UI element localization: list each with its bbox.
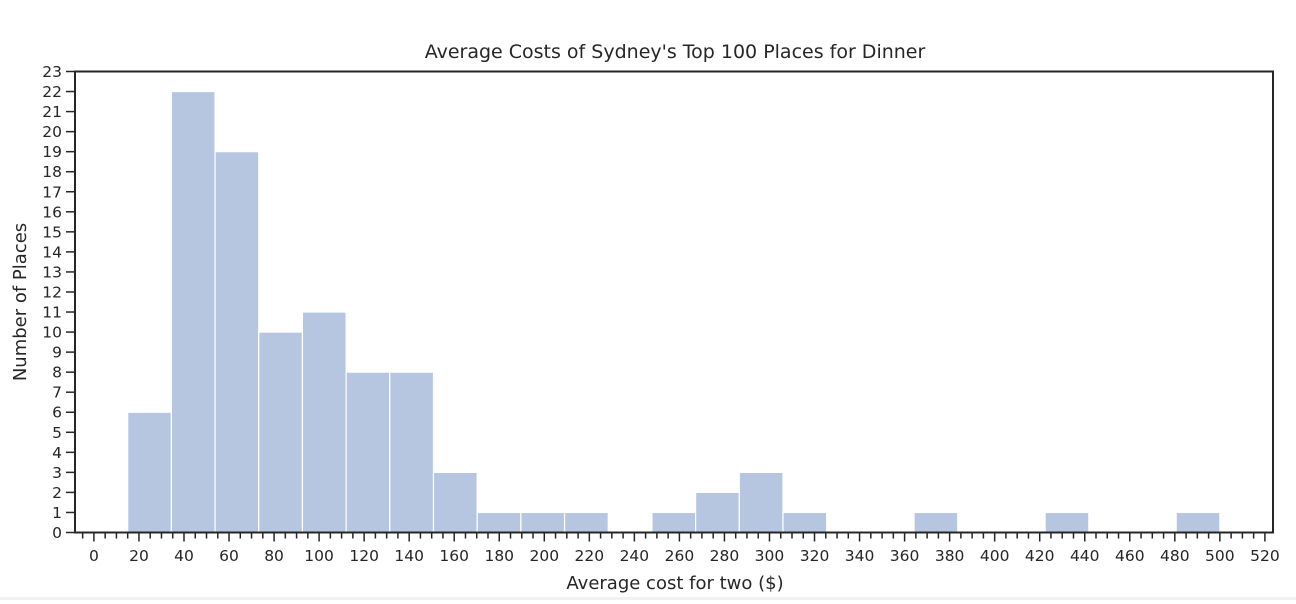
x-tick-label: 160 bbox=[439, 547, 469, 565]
y-tick-label: 10 bbox=[42, 324, 62, 342]
histogram-bar bbox=[695, 491, 740, 534]
x-tick-label: 200 bbox=[529, 547, 559, 565]
histogram-bar bbox=[520, 511, 566, 534]
x-tick-label: 100 bbox=[304, 547, 334, 565]
histogram-bar bbox=[258, 331, 304, 534]
y-tick-label: 15 bbox=[42, 223, 62, 241]
x-tick-label: 40 bbox=[174, 547, 194, 565]
x-tick-label: 140 bbox=[394, 547, 424, 565]
y-tick-label: 5 bbox=[52, 424, 62, 442]
y-tick-label: 1 bbox=[52, 504, 62, 522]
plot-frame bbox=[74, 70, 1274, 534]
x-axis-label: Average cost for two ($) bbox=[566, 573, 783, 594]
histogram-bar bbox=[301, 311, 347, 534]
histogram-bar bbox=[1044, 511, 1090, 534]
histogram-bar bbox=[432, 471, 478, 534]
x-tick-label: 300 bbox=[755, 547, 785, 565]
histogram-bar bbox=[214, 151, 260, 534]
y-axis-label: Number of Places bbox=[10, 223, 31, 381]
y-tick-label: 4 bbox=[52, 444, 62, 462]
histogram-bar bbox=[476, 511, 522, 534]
x-tick-label: 220 bbox=[575, 547, 605, 565]
y-tick-label: 9 bbox=[52, 344, 62, 362]
histogram-bar bbox=[563, 511, 609, 534]
y-tick-label: 18 bbox=[42, 163, 62, 181]
histogram-bar bbox=[1175, 511, 1221, 534]
y-tick-label: 16 bbox=[42, 203, 62, 221]
x-tick-label: 520 bbox=[1250, 547, 1280, 565]
y-tick-label: 19 bbox=[42, 143, 62, 161]
histogram-bar bbox=[345, 371, 391, 534]
y-tick-label: 13 bbox=[42, 263, 62, 281]
y-tick-label: 8 bbox=[52, 364, 62, 382]
histogram-bar bbox=[651, 511, 697, 534]
x-tick-label: 0 bbox=[89, 547, 99, 565]
y-tick-label: 21 bbox=[42, 103, 62, 121]
y-tick-label: 14 bbox=[42, 243, 62, 261]
y-tick-label: 17 bbox=[42, 183, 62, 201]
x-tick-label: 360 bbox=[890, 547, 920, 565]
x-tick-label: 120 bbox=[349, 547, 379, 565]
chart-title: Average Costs of Sydney's Top 100 Places… bbox=[425, 41, 926, 63]
y-tick-label: 0 bbox=[52, 524, 62, 542]
x-tick-label: 420 bbox=[1025, 547, 1055, 565]
x-tick-label: 340 bbox=[845, 547, 875, 565]
x-tick-label: 20 bbox=[129, 547, 149, 565]
y-tick-label: 3 bbox=[52, 464, 62, 482]
histogram-bar bbox=[782, 511, 828, 534]
y-tick-label: 12 bbox=[42, 283, 62, 301]
x-tick-label: 260 bbox=[665, 547, 695, 565]
bottom-divider bbox=[0, 597, 1296, 600]
histogram-bar bbox=[170, 90, 216, 534]
x-tick-label: 240 bbox=[620, 547, 650, 565]
x-axis-ticks: 0 20 40 60 80 100 120 140 160 180 200 220 240 260 280 3… bbox=[81, 532, 1280, 565]
y-tick-label: 6 bbox=[52, 404, 62, 422]
x-tick-label: 500 bbox=[1205, 547, 1235, 565]
y-tick-label: 20 bbox=[42, 123, 62, 141]
x-tick-label: 60 bbox=[219, 547, 239, 565]
histogram-bar bbox=[913, 511, 959, 534]
bars bbox=[127, 90, 1221, 534]
y-tick-label: 22 bbox=[42, 83, 62, 101]
x-tick-label: 460 bbox=[1115, 547, 1145, 565]
y-tick-label: 7 bbox=[52, 384, 62, 402]
y-tick-label: 2 bbox=[52, 484, 62, 502]
x-tick-label: 380 bbox=[935, 547, 965, 565]
y-tick-label: 23 bbox=[42, 63, 62, 81]
x-tick-label: 480 bbox=[1160, 547, 1190, 565]
x-tick-label: 440 bbox=[1070, 547, 1100, 565]
x-tick-label: 400 bbox=[980, 547, 1010, 565]
x-tick-label: 180 bbox=[484, 547, 514, 565]
histogram-bar bbox=[127, 411, 172, 534]
x-tick-label: 320 bbox=[800, 547, 830, 565]
histogram-bar bbox=[389, 371, 435, 534]
x-tick-label: 280 bbox=[710, 547, 740, 565]
histogram-bar bbox=[738, 471, 784, 534]
y-tick-label: 11 bbox=[42, 304, 62, 322]
x-tick-label: 80 bbox=[264, 547, 284, 565]
